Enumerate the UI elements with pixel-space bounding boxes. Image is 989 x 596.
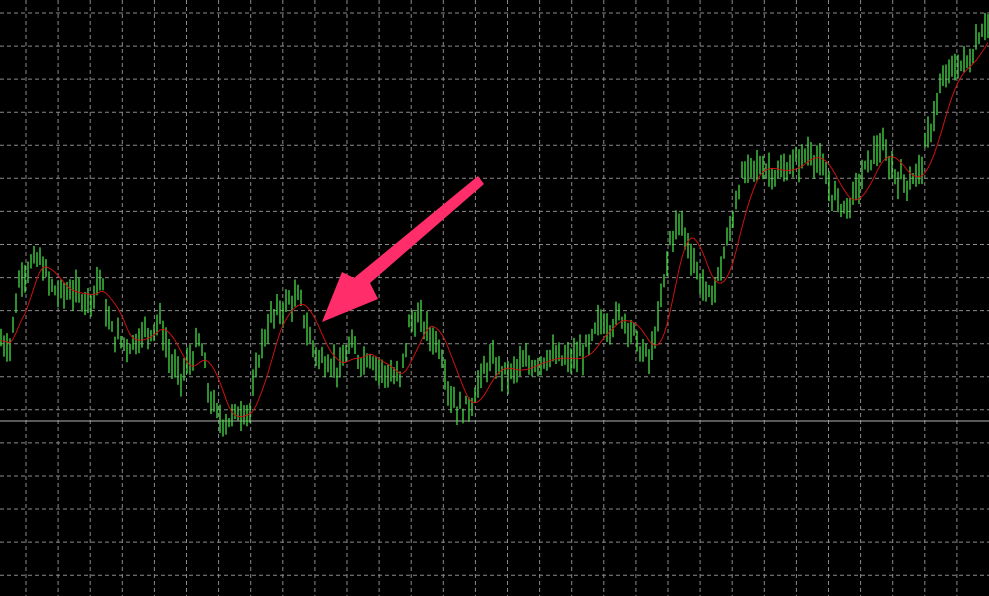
price-bars: [0, 12, 989, 437]
moving-average-line: [0, 42, 989, 418]
annotation-arrow: [322, 176, 484, 322]
